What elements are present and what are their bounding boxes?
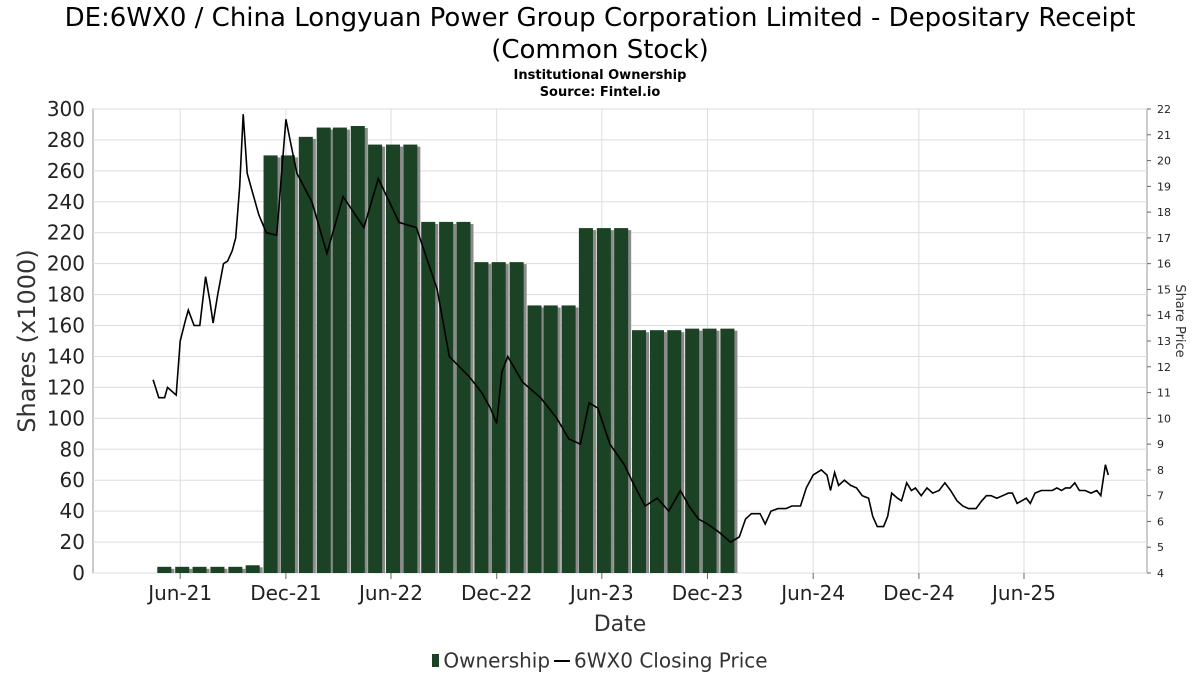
x-tick-label: Jun-22 xyxy=(357,581,423,605)
ownership-bar xyxy=(280,155,295,573)
x-tick-label: Jun-24 xyxy=(779,581,845,605)
legend-ownership-label: Ownership xyxy=(443,648,551,673)
x-tick-label: Dec-22 xyxy=(461,581,532,605)
chart-title-line1: DE:6WX0 / China Longyuan Power Group Cor… xyxy=(64,3,1136,33)
y-tick-label: 60 xyxy=(60,468,85,492)
ownership-bar xyxy=(350,126,365,573)
ownership-bar xyxy=(720,328,735,573)
legend: Ownership 6WX0 Closing Price xyxy=(0,647,1200,673)
y-tick-label: 80 xyxy=(60,437,85,461)
ownership-bar xyxy=(263,155,278,573)
x-tick-label: Dec-21 xyxy=(250,581,321,605)
y2-tick-label: 13 xyxy=(1157,335,1171,348)
y2-tick-label: 5 xyxy=(1157,541,1164,554)
y2-tick-label: 11 xyxy=(1157,387,1171,400)
y-tick-label: 140 xyxy=(47,344,85,368)
ownership-bar xyxy=(596,228,611,574)
y-tick-label: 160 xyxy=(47,314,85,338)
ownership-bar xyxy=(157,566,172,573)
y2-tick-label: 17 xyxy=(1157,232,1171,245)
y2-tick-label: 14 xyxy=(1157,309,1171,322)
ownership-bar xyxy=(210,566,225,573)
y-tick-label: 120 xyxy=(47,375,85,399)
y2-tick-label: 7 xyxy=(1157,490,1164,503)
x-tick-label: Jun-25 xyxy=(990,581,1056,605)
ownership-bar xyxy=(368,144,383,573)
ownership-bar xyxy=(298,136,313,573)
y2-tick-label: 10 xyxy=(1157,412,1171,425)
y-tick-label: 100 xyxy=(47,406,85,430)
y2-tick-label: 16 xyxy=(1157,258,1171,271)
legend-price-label: 6WX0 Closing Price xyxy=(574,648,768,673)
ownership-bar xyxy=(667,330,682,573)
x-tick-label: Jun-21 xyxy=(146,581,212,605)
ownership-bar xyxy=(702,328,717,573)
ownership-bar xyxy=(385,144,401,573)
chart-title-line2: (Common Stock) xyxy=(491,35,709,65)
chart-subtitle: Institutional Ownership xyxy=(513,68,687,83)
y-tick-label: 280 xyxy=(47,128,85,152)
y-tick-label: 40 xyxy=(60,499,85,523)
y-tick-label: 220 xyxy=(47,221,85,245)
y2-tick-label: 12 xyxy=(1157,361,1171,374)
ownership-bar xyxy=(439,221,454,573)
ownership-bar xyxy=(474,262,489,573)
y2-tick-label: 20 xyxy=(1157,155,1171,168)
y-tick-label: 180 xyxy=(47,283,85,307)
y2-tick-label: 8 xyxy=(1157,464,1164,477)
ownership-bar xyxy=(192,566,207,573)
ownership-bar xyxy=(614,228,629,574)
price-line xyxy=(152,114,1110,544)
ownership-bar xyxy=(228,566,243,573)
y2-tick-label: 19 xyxy=(1157,180,1171,193)
y2-tick-label: 18 xyxy=(1157,206,1171,219)
x-tick-label: Jun-23 xyxy=(568,581,634,605)
ownership-bar xyxy=(543,305,558,573)
x-tick-label: Dec-24 xyxy=(883,581,954,605)
ownership-bar xyxy=(421,221,436,573)
y-tick-label: 260 xyxy=(47,159,85,183)
ownership-bar xyxy=(509,262,524,573)
ownership-bar xyxy=(491,262,506,573)
ownership-bar xyxy=(685,328,700,573)
x-axis-title: Date xyxy=(594,612,647,637)
ownership-bar xyxy=(316,127,331,573)
y-tick-label: 240 xyxy=(47,190,85,214)
ownership-bar xyxy=(649,330,664,573)
ownership-bar xyxy=(175,566,190,573)
y-tick-label: 200 xyxy=(47,252,85,276)
y2-tick-label: 4 xyxy=(1157,567,1164,580)
y-axis-title: Shares (x1000) xyxy=(13,249,41,432)
ownership-bar xyxy=(332,127,347,573)
legend-price-swatch xyxy=(554,659,571,662)
x-tick-label: Dec-23 xyxy=(672,581,743,605)
legend-ownership-swatch xyxy=(432,654,440,667)
y-tick-label: 20 xyxy=(60,530,85,554)
y2-tick-label: 9 xyxy=(1157,438,1164,451)
ownership-bar xyxy=(527,305,542,573)
ownership-bar xyxy=(632,330,647,573)
ownership-bar xyxy=(403,144,418,573)
y2-axis-title: Share Price xyxy=(1172,284,1187,357)
ownership-bar xyxy=(578,228,593,574)
y2-tick-label: 6 xyxy=(1157,515,1164,528)
chart-source: Source: Fintel.io xyxy=(539,85,661,100)
y2-tick-label: 21 xyxy=(1157,129,1171,142)
y2-tick-label: 22 xyxy=(1157,103,1171,116)
ownership-bar xyxy=(456,221,471,573)
y-tick-label: 300 xyxy=(47,97,85,121)
y2-tick-label: 15 xyxy=(1157,283,1171,296)
ownership-bar xyxy=(245,565,260,573)
y-tick-label: 0 xyxy=(72,561,85,585)
